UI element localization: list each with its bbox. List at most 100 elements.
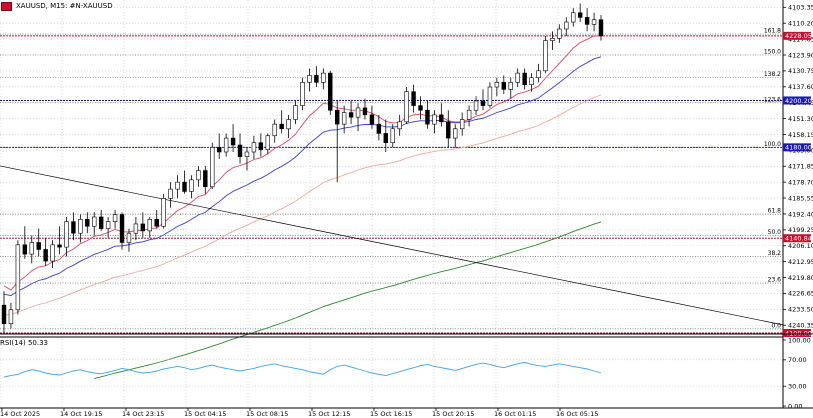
fib-level-label: 38.2	[768, 250, 782, 257]
fib-level-label: 61.8	[768, 208, 782, 215]
price-tag-label: 4140.84	[785, 235, 812, 243]
candle-body	[182, 181, 187, 192]
candle-body	[112, 214, 118, 222]
rsi-label: RSI(14) 50.33	[0, 339, 49, 347]
grid-lines	[0, 0, 783, 408]
candle-body	[210, 147, 215, 188]
candle-body	[189, 179, 194, 192]
candle-body	[494, 82, 500, 88]
price-tag-box	[783, 31, 811, 40]
price-tick-label: 4192.40	[788, 210, 813, 218]
candle-body	[550, 37, 555, 41]
time-tick-label: 15 Oct 08:15	[246, 410, 288, 418]
candle-body	[244, 151, 250, 157]
candle-body	[355, 107, 361, 118]
candle-body	[279, 123, 284, 130]
candle-body	[453, 128, 458, 139]
rsi-scale-label: 0.00	[788, 402, 802, 410]
candle-body	[390, 128, 395, 144]
candle-body	[64, 221, 69, 248]
candle-body	[175, 181, 180, 190]
price-tag-label: 4228.05	[785, 32, 812, 40]
rsi-scale-label: 30.00	[788, 383, 807, 391]
candle-body	[584, 17, 590, 25]
price-tag-box	[783, 143, 811, 152]
candle-body	[536, 70, 541, 79]
candle-body	[203, 170, 208, 188]
fib-level-label: 123.6	[764, 96, 781, 103]
time-axis[interactable]: 14 Oct 2025 14 Oct 19:15 14 Oct 23:15 15 Oc…	[0, 408, 598, 418]
price-tick-label: 4171.85	[788, 163, 813, 171]
candle-body	[272, 123, 277, 137]
price-tick-label: 4178.70	[788, 178, 813, 186]
candle-body	[404, 91, 409, 123]
trendline[interactable]	[0, 165, 784, 326]
candle-body	[459, 119, 465, 130]
fib-level-label: 0.0	[771, 322, 781, 329]
candle-body	[487, 86, 493, 106]
candle-body	[515, 72, 520, 83]
price-tag-label: 4100.00	[785, 329, 812, 337]
candle-body	[508, 82, 513, 90]
rsi-scale-label: 70.00	[788, 356, 807, 364]
candle-body	[1, 304, 7, 325]
candle-body	[251, 142, 257, 153]
candle-body	[154, 218, 159, 227]
candle-body	[168, 188, 173, 199]
price-tick-label: 4219.80	[788, 274, 813, 282]
candle-body	[314, 75, 319, 83]
candle-body	[50, 244, 55, 262]
moving-averages	[3, 35, 602, 380]
price-tick-label: 4233.50	[788, 306, 813, 314]
candle-body	[557, 28, 562, 39]
time-tick-label: 15 Oct 16:15	[370, 410, 412, 418]
trendline-segment[interactable]	[0, 165, 784, 326]
price-tick-label: 4103.35	[788, 4, 813, 12]
candle-body	[196, 170, 201, 181]
candle-body	[161, 198, 166, 227]
candle-body	[293, 105, 298, 120]
price-tag-box	[783, 329, 811, 337]
price-tick-label: 4185.55	[788, 194, 813, 202]
price-tick-label: 4240.35	[788, 322, 813, 330]
candle-body	[369, 114, 375, 125]
time-tick-label: 14 Oct 23:15	[122, 410, 164, 418]
fib-level-label: 23.6	[768, 277, 782, 284]
fib-level-label: 100.0	[764, 141, 781, 148]
symbol-timeframe-label: XAUUSD, M15: #N-XAUUSD	[16, 2, 113, 10]
candle-body	[258, 142, 264, 150]
candle-body	[473, 100, 479, 111]
candle-body	[522, 72, 527, 86]
price-tick-label: 4226.65	[788, 290, 813, 298]
price-tag-label: 4200.20	[785, 97, 812, 105]
price-tag-box	[783, 96, 811, 105]
ma-red-line	[3, 35, 601, 291]
candle-body	[237, 144, 243, 157]
price-tag-label: 4180.00	[785, 144, 812, 152]
rsi-line	[3, 361, 602, 378]
fibonacci-levels: 161.8 150.0 138.2 123.6 100.0 61.8 50.0 38.2 23.…	[0, 28, 783, 329]
time-tick-label: 16 Oct 01:15	[494, 410, 536, 418]
candle-body	[98, 216, 104, 229]
candle-body	[105, 221, 111, 229]
candle-body	[328, 72, 333, 111]
rsi-indicator: 100.00 70.00 30.00 0.00	[0, 336, 811, 410]
symbol-info-bar: XAUUSD, M15: #N-XAUUSD	[0, 0, 113, 12]
candle-body	[480, 100, 486, 106]
time-tick-label: 14 Oct 2025	[0, 410, 40, 418]
candle-body	[307, 75, 312, 83]
fib-level-label: 150.0	[764, 48, 781, 55]
candle-body	[348, 112, 354, 118]
ma-blue-line	[3, 56, 602, 297]
candle-body	[15, 244, 21, 311]
candle-body	[230, 137, 236, 146]
candle-body	[43, 249, 48, 262]
candle-body	[543, 40, 548, 72]
candle-body	[564, 21, 569, 30]
candle-body	[147, 218, 152, 232]
candle-body	[466, 109, 472, 120]
price-scale[interactable]: 4240.35 4233.50 4226.65 4219.80 4212.95 4206.…	[783, 4, 813, 330]
candle-body	[321, 72, 326, 83]
